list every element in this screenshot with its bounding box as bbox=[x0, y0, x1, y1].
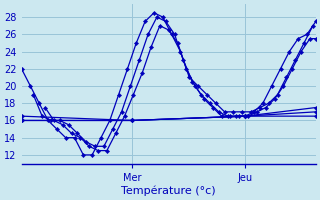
X-axis label: Température (°c): Température (°c) bbox=[121, 185, 216, 196]
